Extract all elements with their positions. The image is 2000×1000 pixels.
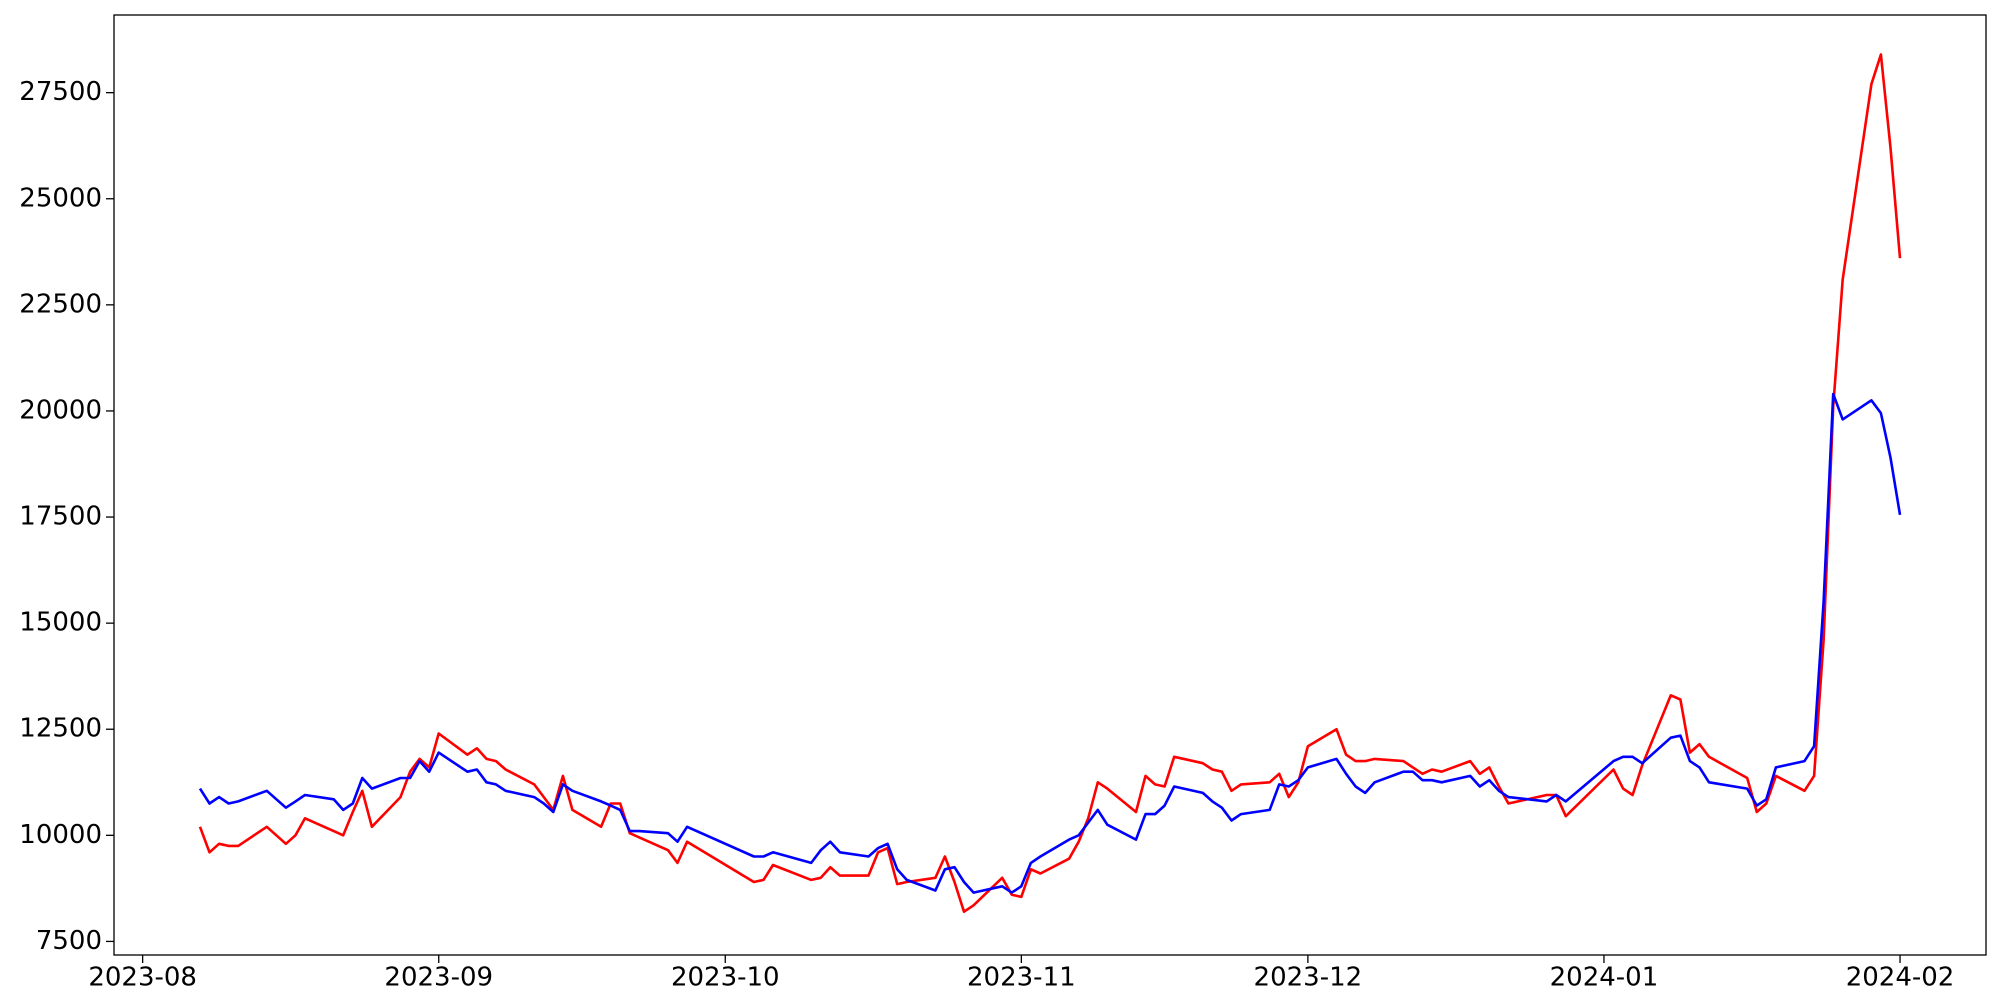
plot-frame <box>113 14 1987 956</box>
series-line <box>198 392 1902 894</box>
x-tick-label: 2023-11 <box>967 962 1076 992</box>
y-tick-label: 15000 <box>19 608 102 638</box>
x-tick-label: 2023-09 <box>384 962 493 992</box>
y-tick-label: 10000 <box>19 820 102 850</box>
x-tick-label: 2024-02 <box>1846 962 1955 992</box>
x-tick-label: 2023-12 <box>1254 962 1363 992</box>
x-tick-label: 2024-01 <box>1550 962 1659 992</box>
y-tick-label: 12500 <box>19 714 102 744</box>
y-tick-label: 27500 <box>19 77 102 107</box>
series-line <box>198 53 1902 913</box>
x-tick-label: 2023-08 <box>88 962 197 992</box>
x-tick-label: 2023-10 <box>671 962 780 992</box>
y-tick-label: 25000 <box>19 183 102 213</box>
y-tick-label: 20000 <box>19 395 102 425</box>
y-tick-label: 7500 <box>36 926 102 956</box>
y-tick-label: 22500 <box>19 289 102 319</box>
y-tick-label: 17500 <box>19 502 102 532</box>
